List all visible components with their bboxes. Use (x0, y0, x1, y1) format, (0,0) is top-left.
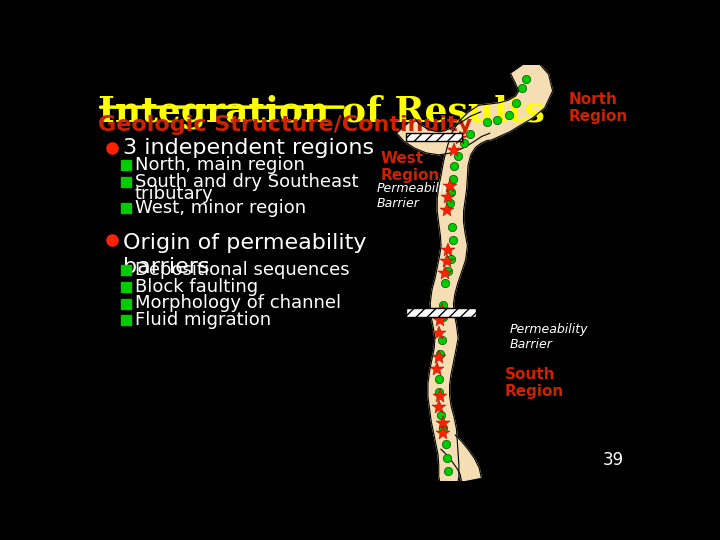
Text: South and dry Southeast: South and dry Southeast (135, 173, 359, 191)
Text: tributary: tributary (135, 185, 214, 203)
Text: Integration of Results: Integration of Results (98, 94, 544, 129)
Text: 39: 39 (603, 451, 624, 469)
Text: Block faulting: Block faulting (135, 278, 258, 295)
Bar (406, 308, 476, 316)
Bar (406, 132, 462, 141)
Text: Permeability
Barrier: Permeability Barrier (377, 182, 455, 210)
Polygon shape (428, 58, 553, 481)
Text: West, minor region: West, minor region (135, 199, 306, 217)
Text: North
Region: North Region (569, 92, 628, 124)
Text: 3 independent regions: 3 independent regions (122, 138, 374, 158)
Text: Morphology of channel: Morphology of channel (135, 294, 341, 313)
Polygon shape (397, 112, 490, 155)
Text: Geologic Structure/Continuity: Geologic Structure/Continuity (98, 115, 472, 135)
Text: Origin of permeability
barriers: Origin of permeability barriers (122, 233, 366, 278)
Text: Permeability
Barrier: Permeability Barrier (510, 323, 588, 351)
Text: Fluid migration: Fluid migration (135, 312, 271, 329)
Polygon shape (441, 435, 481, 481)
Text: West
Region: West Region (381, 151, 440, 184)
Text: Depositional sequences: Depositional sequences (135, 261, 350, 279)
Text: North, main region: North, main region (135, 156, 305, 174)
Text: South
Region: South Region (505, 367, 564, 399)
